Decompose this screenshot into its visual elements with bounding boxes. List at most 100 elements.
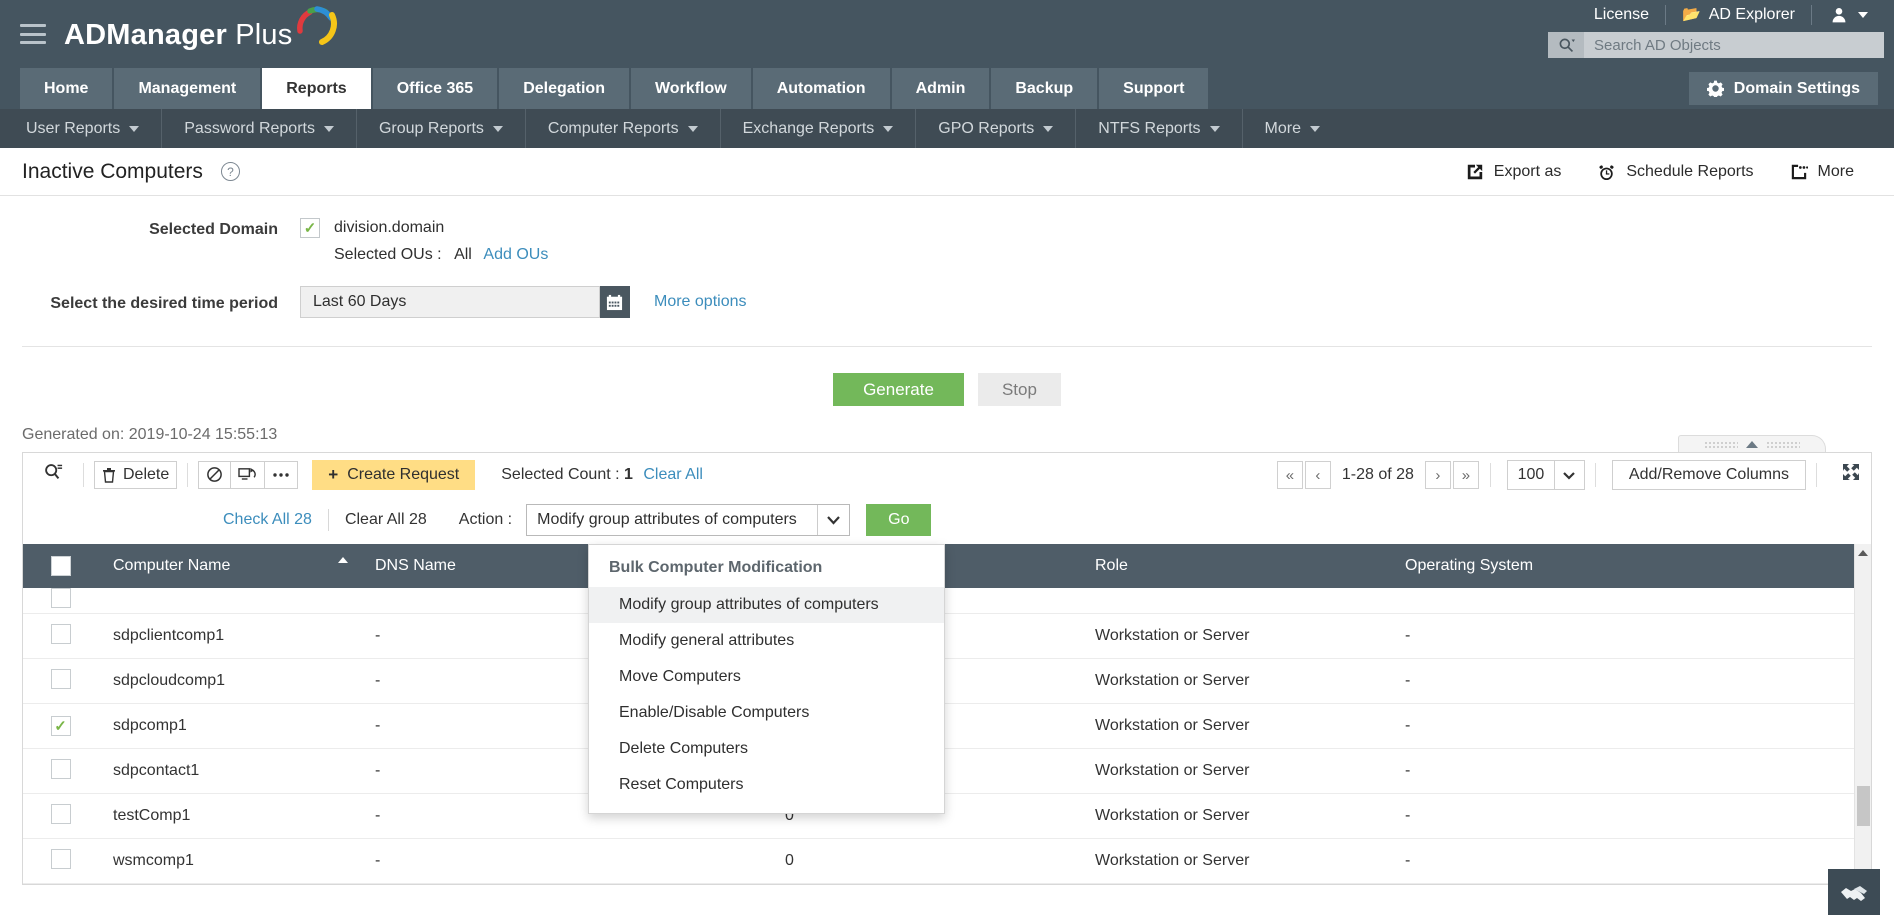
table-vertical-scrollbar[interactable] bbox=[1854, 544, 1871, 884]
table-row[interactable]: testComp1-0 Workstation or Server - bbox=[23, 793, 1871, 839]
clear-all-selection-link[interactable]: Clear All bbox=[643, 465, 703, 483]
row-checkbox-cell[interactable] bbox=[23, 748, 99, 794]
subnav-label: Computer Reports bbox=[547, 119, 679, 137]
support-chat-icon[interactable] bbox=[1828, 869, 1880, 915]
subnav-label: User Reports bbox=[26, 119, 121, 137]
go-button[interactable]: Go bbox=[866, 504, 932, 536]
chevron-down-icon[interactable] bbox=[1553, 461, 1584, 489]
more-options-link[interactable]: More options bbox=[654, 293, 747, 310]
brand-name-light: Plus bbox=[226, 18, 293, 51]
table-row[interactable]: sdpclientcomp1- Workstation or Server - bbox=[23, 613, 1871, 659]
search-icon[interactable] bbox=[1548, 32, 1584, 58]
panel-collapse-handle[interactable] bbox=[1678, 435, 1826, 453]
delete-label: Delete bbox=[123, 465, 170, 483]
row-checkbox[interactable] bbox=[50, 668, 71, 689]
calendar-icon[interactable] bbox=[600, 286, 630, 318]
fullscreen-icon[interactable] bbox=[1841, 462, 1861, 488]
ad-explorer-link[interactable]: 📂 AD Explorer bbox=[1666, 4, 1811, 26]
nav-tab-management[interactable]: Management bbox=[114, 68, 261, 109]
nav-tab-backup[interactable]: Backup bbox=[991, 68, 1098, 109]
chevron-up-icon[interactable] bbox=[1746, 441, 1758, 448]
nav-tab-admin[interactable]: Admin bbox=[891, 68, 990, 109]
row-checkbox-cell[interactable] bbox=[23, 613, 99, 659]
domain-checkbox[interactable]: ✓ bbox=[300, 218, 320, 238]
subnav-item-password-reports[interactable]: Password Reports bbox=[162, 109, 357, 148]
time-period-input[interactable]: Last 60 Days bbox=[300, 286, 600, 318]
row-checkbox-cell[interactable] bbox=[23, 658, 99, 704]
row-checkbox[interactable] bbox=[50, 588, 71, 608]
add-remove-columns-button[interactable]: Add/Remove Columns bbox=[1611, 460, 1806, 490]
disable-icon[interactable] bbox=[198, 460, 231, 489]
search-objects-icon[interactable] bbox=[33, 462, 73, 487]
domain-value: division.domain bbox=[334, 219, 445, 236]
nav-tab-office-365[interactable]: Office 365 bbox=[372, 68, 498, 109]
subnav-item-user-reports[interactable]: User Reports bbox=[4, 109, 163, 148]
dropdown-item-reset-computers[interactable]: Reset Computers bbox=[619, 776, 744, 793]
search-bar[interactable] bbox=[1548, 32, 1884, 58]
subnav-item-ntfs-reports[interactable]: NTFS Reports bbox=[1076, 109, 1243, 148]
row-checkbox[interactable]: ✓ bbox=[50, 716, 71, 736]
clear-all-link[interactable]: Clear All 28 bbox=[344, 511, 427, 528]
row-checkbox-cell[interactable] bbox=[23, 793, 99, 839]
more-button[interactable]: More bbox=[1772, 163, 1872, 181]
subnav-item-more[interactable]: More bbox=[1243, 109, 1342, 148]
stop-button[interactable]: Stop bbox=[977, 373, 1061, 406]
table-row[interactable]: ✓ sdpcomp1- Workstation or Server - bbox=[23, 703, 1871, 749]
next-page-button[interactable]: › bbox=[1424, 461, 1451, 489]
row-checkbox-cell[interactable]: ✓ bbox=[23, 703, 99, 749]
hamburger-menu-icon[interactable] bbox=[20, 24, 46, 44]
row-checkbox-cell[interactable] bbox=[23, 588, 99, 614]
export-as-button[interactable]: Export as bbox=[1448, 163, 1580, 181]
dropdown-item-modify-group-attributes-of-computers[interactable]: Modify group attributes of computers bbox=[589, 587, 944, 623]
subnav-item-group-reports[interactable]: Group Reports bbox=[357, 109, 526, 148]
user-account-menu[interactable] bbox=[1812, 4, 1884, 26]
subnav-item-exchange-reports[interactable]: Exchange Reports bbox=[721, 109, 917, 148]
scroll-up-arrow[interactable] bbox=[1855, 544, 1871, 562]
table-row[interactable]: sdpcontact1- Workstation or Server - bbox=[23, 748, 1871, 794]
column-header-operating-system[interactable]: Operating System bbox=[1391, 544, 1871, 588]
nav-tab-automation[interactable]: Automation bbox=[752, 68, 890, 109]
subnav-item-gpo-reports[interactable]: GPO Reports bbox=[916, 109, 1077, 148]
page-size-select[interactable]: 100 bbox=[1506, 460, 1585, 490]
dropdown-item-delete-computers[interactable]: Delete Computers bbox=[619, 740, 748, 757]
row-checkbox-cell[interactable] bbox=[23, 838, 99, 884]
move-computer-icon[interactable] bbox=[230, 460, 265, 489]
help-icon[interactable]: ? bbox=[220, 162, 240, 181]
nav-tab-support[interactable]: Support bbox=[1099, 68, 1209, 109]
more-actions-icon[interactable] bbox=[264, 460, 299, 489]
select-all-checkbox[interactable] bbox=[50, 556, 71, 576]
subnav-item-computer-reports[interactable]: Computer Reports bbox=[526, 109, 721, 148]
license-link[interactable]: License bbox=[1578, 4, 1665, 26]
select-all-header[interactable] bbox=[23, 544, 99, 588]
nav-tab-delegation[interactable]: Delegation bbox=[499, 68, 629, 109]
last-page-button[interactable]: » bbox=[1452, 461, 1479, 489]
schedule-reports-button[interactable]: Schedule Reports bbox=[1579, 163, 1771, 182]
action-select[interactable]: Modify group attributes of computers bbox=[526, 504, 851, 536]
dropdown-item-move-computers[interactable]: Move Computers bbox=[619, 668, 741, 685]
row-checkbox[interactable] bbox=[50, 803, 71, 824]
nav-tab-reports[interactable]: Reports bbox=[262, 68, 371, 109]
add-ous-link[interactable]: Add OUs bbox=[483, 246, 549, 263]
chevron-down-icon[interactable] bbox=[817, 505, 849, 535]
scrollbar-thumb[interactable] bbox=[1857, 786, 1870, 826]
column-header-computer-name[interactable]: Computer Name bbox=[99, 544, 361, 588]
check-all-link[interactable]: Check All 28 bbox=[223, 511, 312, 528]
row-checkbox[interactable] bbox=[50, 848, 71, 869]
row-checkbox[interactable] bbox=[50, 623, 71, 644]
dropdown-item-enable-disable-computers[interactable]: Enable/Disable Computers bbox=[619, 704, 810, 721]
table-row[interactable]: sdpcloudcomp1- Workstation or Server - bbox=[23, 658, 1871, 704]
delete-button[interactable]: Delete bbox=[94, 460, 178, 489]
domain-settings-button[interactable]: Domain Settings bbox=[1688, 72, 1878, 105]
search-input[interactable] bbox=[1584, 32, 1884, 58]
prev-page-button[interactable]: ‹ bbox=[1304, 461, 1331, 489]
first-page-button[interactable]: « bbox=[1276, 461, 1303, 489]
nav-tab-home[interactable]: Home bbox=[20, 68, 113, 109]
nav-tab-workflow[interactable]: Workflow bbox=[630, 68, 751, 109]
column-header-role[interactable]: Role bbox=[1081, 544, 1391, 588]
generate-button[interactable]: Generate bbox=[833, 373, 964, 406]
create-request-button[interactable]: + Create Request bbox=[312, 459, 476, 490]
table-row[interactable]: wsmcomp1-0 Workstation or Server - bbox=[23, 838, 1871, 884]
row-checkbox[interactable] bbox=[50, 758, 71, 779]
dropdown-item-modify-general-attributes[interactable]: Modify general attributes bbox=[619, 632, 795, 649]
selected-domain-label: Selected Domain bbox=[149, 221, 278, 238]
